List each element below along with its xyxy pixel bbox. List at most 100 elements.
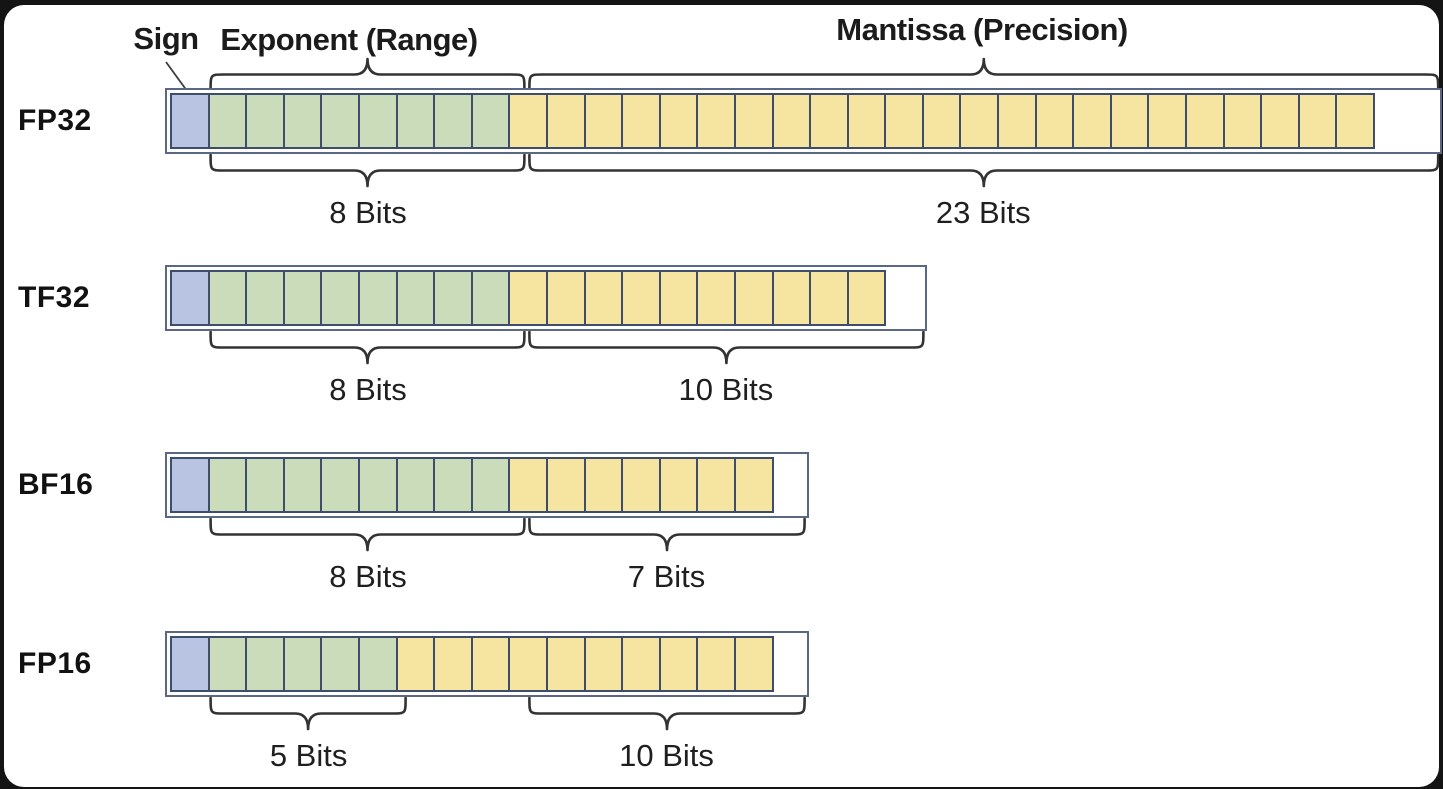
exponent-bit-cell — [357, 636, 398, 692]
exponent-bit-cell — [207, 636, 248, 692]
exponent-bit-cell — [282, 93, 323, 149]
exponent-bit-cell — [395, 270, 436, 326]
mantissa-bit-cell — [733, 636, 774, 692]
figure-canvas: Sign Exponent (Range) Mantissa (Precisio… — [4, 5, 1443, 787]
mantissa-bit-cell — [809, 270, 849, 326]
exponent-bit-cell — [470, 93, 511, 149]
exponent-bits-caption-bf16: 8 Bits — [329, 559, 407, 594]
exponent-bits-caption-tf32: 8 Bits — [329, 372, 407, 407]
exponent-bit-cell — [433, 457, 473, 513]
exponent-bit-cell — [433, 270, 473, 326]
mantissa-bit-cell — [508, 93, 548, 149]
sign-bit-cell — [170, 457, 210, 513]
mantissa-bit-cell — [621, 270, 661, 326]
mantissa-brace-below-fp16 — [528, 696, 806, 731]
mantissa-bit-cell — [658, 457, 699, 513]
mantissa-brace-below-tf32 — [528, 330, 925, 365]
mantissa-bit-cell — [621, 636, 661, 692]
sign-bit-cell — [170, 270, 210, 326]
mantissa-bit-cell — [1185, 93, 1225, 149]
format-row-tf32 — [165, 265, 928, 331]
mantissa-bit-cell — [884, 93, 924, 149]
mantissa-bit-cell — [583, 93, 624, 149]
mantissa-bit-cell — [583, 270, 624, 326]
mantissa-bit-cell — [545, 636, 586, 692]
exponent-header-label: Exponent (Range) — [220, 22, 478, 57]
mantissa-bits-caption-tf32: 10 Bits — [678, 372, 774, 407]
mantissa-bit-cell — [658, 270, 699, 326]
exponent-bit-cell — [282, 636, 323, 692]
format-row-fp16 — [165, 631, 809, 697]
mantissa-bit-cell — [583, 457, 624, 513]
mantissa-bit-cell — [1260, 93, 1300, 149]
mantissa-bit-cell — [1147, 93, 1188, 149]
format-label-tf32: TF32 — [18, 281, 91, 314]
mantissa-bits-caption-fp16: 10 Bits — [619, 738, 714, 773]
mantissa-bit-cell — [621, 93, 661, 149]
mantissa-brace-below-fp32 — [528, 153, 1439, 188]
mantissa-bits-caption-fp32: 23 Bits — [935, 195, 1031, 230]
exponent-bit-cell — [282, 270, 323, 326]
exponent-bit-cell — [433, 93, 473, 149]
exponent-bit-cell — [470, 457, 511, 513]
mantissa-bit-cell — [696, 457, 736, 513]
exponent-bit-cell — [357, 270, 398, 326]
mantissa-bit-cell — [1109, 93, 1150, 149]
mantissa-bit-cell — [395, 636, 436, 692]
exponent-bit-cell — [470, 270, 511, 326]
mantissa-bit-cell — [771, 93, 812, 149]
mantissa-bit-cell — [508, 270, 548, 326]
exponent-bit-cell — [357, 457, 398, 513]
mantissa-bit-cell — [733, 457, 774, 513]
exponent-bit-cell — [245, 457, 285, 513]
mantissa-brace-below-bf16 — [528, 517, 806, 552]
mantissa-bit-cell — [1297, 93, 1338, 149]
mantissa-bits-caption-bf16: 7 Bits — [627, 559, 706, 594]
exponent-brace-below-bf16 — [209, 517, 526, 552]
exponent-bit-cell — [395, 457, 436, 513]
mantissa-bit-cell — [508, 636, 548, 692]
mantissa-bit-cell — [470, 636, 511, 692]
mantissa-bit-cell — [433, 636, 473, 692]
mantissa-bit-cell — [771, 270, 812, 326]
sign-bit-cell — [170, 93, 210, 149]
mantissa-bit-cell — [658, 93, 699, 149]
mantissa-bit-cell — [1335, 93, 1375, 149]
mantissa-bit-cell — [809, 93, 849, 149]
mantissa-bit-cell — [545, 93, 586, 149]
exponent-bit-cell — [207, 457, 248, 513]
format-label-fp32: FP32 — [18, 104, 92, 137]
format-label-fp16: FP16 — [18, 647, 92, 680]
mantissa-bit-cell — [583, 636, 624, 692]
mantissa-header-label: Mantissa (Precision) — [836, 12, 1128, 47]
mantissa-bit-cell — [545, 270, 586, 326]
exponent-bits-caption-fp32: 8 Bits — [329, 195, 407, 230]
exponent-bit-cell — [320, 636, 360, 692]
mantissa-bit-cell — [733, 93, 774, 149]
mantissa-bit-cell — [508, 457, 548, 513]
exponent-bit-cell — [395, 93, 436, 149]
mantissa-bit-cell — [621, 457, 661, 513]
mantissa-bit-cell — [1222, 93, 1263, 149]
exponent-bit-cell — [245, 270, 285, 326]
exponent-bit-cell — [320, 93, 360, 149]
mantissa-bit-cell — [696, 636, 736, 692]
exponent-bits-caption-fp16: 5 Bits — [269, 738, 348, 773]
exponent-bit-cell — [282, 457, 323, 513]
exponent-bit-cell — [357, 93, 398, 149]
exponent-bit-cell — [320, 457, 360, 513]
mantissa-bit-cell — [696, 93, 736, 149]
exponent-brace-below-tf32 — [209, 330, 526, 365]
exponent-brace-below-fp16 — [209, 696, 407, 731]
exponent-bit-cell — [245, 636, 285, 692]
exponent-brace-below-fp32 — [209, 153, 526, 188]
mantissa-bit-cell — [1034, 93, 1075, 149]
mantissa-brace-above — [528, 57, 1439, 92]
mantissa-bit-cell — [921, 93, 962, 149]
format-row-bf16 — [165, 452, 809, 518]
mantissa-bit-cell — [997, 93, 1037, 149]
mantissa-bit-cell — [696, 270, 736, 326]
mantissa-bit-cell — [733, 270, 774, 326]
mantissa-bit-cell — [658, 636, 699, 692]
exponent-bit-cell — [207, 93, 248, 149]
